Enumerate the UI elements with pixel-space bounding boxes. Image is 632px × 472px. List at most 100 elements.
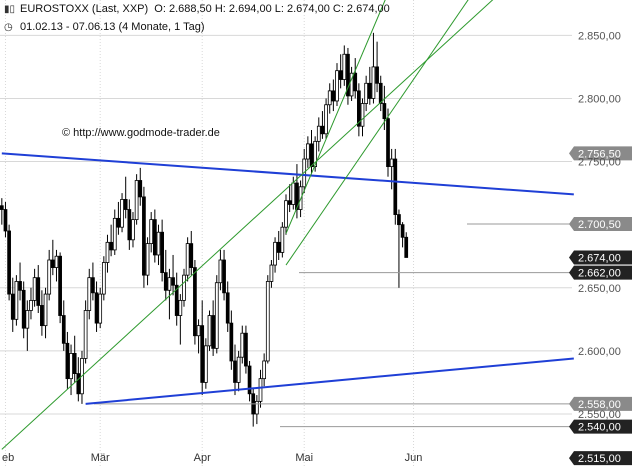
candle-body bbox=[54, 255, 59, 268]
candle-body bbox=[189, 243, 194, 268]
candle-body bbox=[291, 182, 296, 205]
candle-body bbox=[276, 241, 281, 253]
price-level-text: 2.515,00 bbox=[578, 453, 621, 465]
candle-body bbox=[335, 70, 339, 102]
price-level-label bbox=[569, 396, 632, 411]
candle-body bbox=[69, 353, 73, 380]
price-level-text: 2.700,50 bbox=[578, 219, 621, 231]
candle-body bbox=[174, 284, 179, 316]
price-level-label bbox=[569, 419, 632, 434]
trendline-resistance bbox=[1, 152, 574, 196]
source-watermark: © http://www.godmode-trader.de bbox=[62, 127, 220, 139]
candle-body bbox=[225, 292, 230, 324]
price-level-label bbox=[569, 217, 632, 232]
candle-body bbox=[349, 72, 354, 97]
candle-body bbox=[171, 277, 175, 286]
candle-body bbox=[386, 118, 390, 168]
candle-body bbox=[138, 180, 143, 198]
y-tick-label: 2.800,00 bbox=[578, 93, 621, 105]
candle-body bbox=[287, 200, 292, 205]
candle-body bbox=[0, 205, 4, 210]
candle-body bbox=[229, 322, 234, 362]
candle-body bbox=[367, 82, 372, 99]
candle-body bbox=[83, 310, 88, 359]
candle-body bbox=[72, 353, 77, 374]
candle-body bbox=[382, 103, 387, 120]
period-header: ◷ 01.02.13 - 07.06.13 (4 Monate, 1 Tag) bbox=[4, 21, 204, 33]
candle-body bbox=[18, 281, 22, 291]
candle-body bbox=[61, 315, 66, 344]
candle-body bbox=[145, 243, 150, 276]
candle-body bbox=[273, 241, 277, 266]
candle-body bbox=[378, 82, 383, 104]
candle-body bbox=[331, 90, 336, 102]
candle-body bbox=[320, 125, 325, 135]
candle-body bbox=[21, 289, 26, 329]
candle-body bbox=[109, 241, 113, 251]
candle-body bbox=[262, 360, 266, 380]
candle-body bbox=[389, 158, 394, 168]
y-tick-label: 2.750,00 bbox=[578, 157, 621, 169]
candle-body bbox=[76, 373, 81, 395]
candle-body bbox=[353, 72, 358, 92]
price-level-label bbox=[569, 146, 632, 161]
candle-body bbox=[214, 282, 219, 349]
candle-body bbox=[32, 277, 37, 301]
x-tick-label: Mär bbox=[91, 452, 110, 464]
candle-body bbox=[163, 272, 168, 291]
candle-body bbox=[236, 356, 241, 383]
candle-body bbox=[244, 332, 248, 367]
candle-body bbox=[65, 342, 70, 380]
candle-body bbox=[98, 293, 103, 324]
candle-body bbox=[265, 281, 270, 362]
candle-body bbox=[346, 53, 350, 97]
candle-body bbox=[338, 70, 343, 80]
instrument-header: ▮▯ EUROSTOXX (Last, XXP) O: 2.688,50 H: 2… bbox=[4, 3, 390, 15]
candle-body bbox=[29, 299, 33, 311]
candle-body bbox=[105, 241, 110, 263]
candle-body bbox=[342, 53, 347, 80]
price-level-label bbox=[569, 265, 632, 280]
candle-body bbox=[357, 90, 361, 127]
candle-body bbox=[269, 264, 274, 282]
candle-body bbox=[313, 140, 318, 168]
clock-icon: ◷ bbox=[4, 22, 13, 33]
candle-body bbox=[207, 315, 212, 347]
candle-body bbox=[25, 310, 30, 329]
candle-body bbox=[36, 277, 41, 306]
candle-body bbox=[58, 255, 62, 316]
candle-body bbox=[43, 293, 48, 327]
candle-body bbox=[149, 219, 154, 244]
candle-body bbox=[371, 66, 376, 99]
candle-body bbox=[316, 125, 321, 142]
candle-body bbox=[233, 360, 237, 383]
candle-body bbox=[218, 259, 223, 284]
candle-body bbox=[101, 262, 106, 295]
candle-body bbox=[280, 226, 285, 253]
y-tick-label: 2.550,00 bbox=[578, 409, 621, 421]
candle-body bbox=[160, 231, 164, 274]
candlestick-chart-icon: ▮▯ bbox=[4, 4, 16, 15]
candle-body bbox=[327, 90, 332, 106]
period-range: 01.02.13 - 07.06.13 (4 Monate, 1 Tag) bbox=[20, 21, 205, 33]
trendline-channel-lower bbox=[1, 0, 494, 450]
candle-body bbox=[211, 315, 215, 349]
candle-body bbox=[240, 332, 245, 358]
candle-body bbox=[258, 378, 263, 402]
price-level-text: 2.662,00 bbox=[578, 268, 621, 280]
candle-body bbox=[50, 259, 55, 268]
instrument-name: EUROSTOXX (Last, XXP) bbox=[20, 3, 149, 15]
x-tick-label: Mai bbox=[295, 452, 313, 464]
candle-body bbox=[284, 200, 288, 228]
candle-body bbox=[112, 217, 117, 251]
y-tick-label: 2.850,00 bbox=[578, 30, 621, 42]
price-level-label bbox=[569, 451, 632, 466]
candle-body bbox=[254, 400, 259, 415]
x-tick-label: Apr bbox=[194, 452, 211, 464]
candle-body bbox=[116, 217, 121, 228]
candle-body bbox=[196, 325, 201, 337]
candle-body bbox=[222, 259, 226, 294]
trendline-channel-upper bbox=[285, 0, 386, 234]
